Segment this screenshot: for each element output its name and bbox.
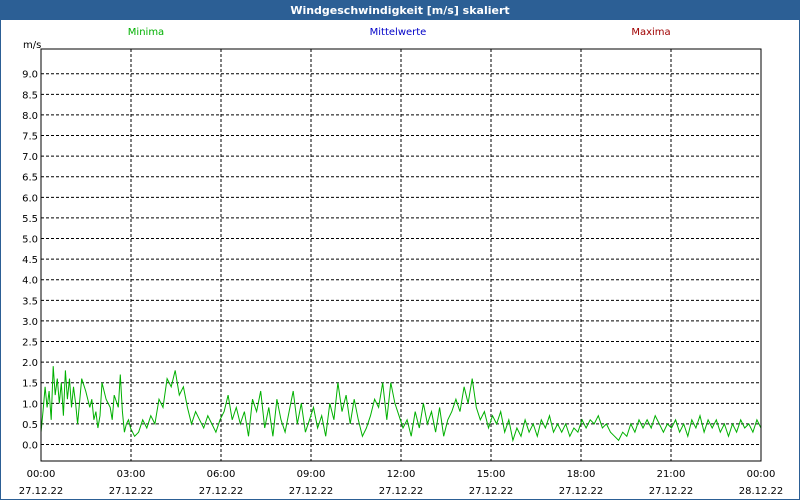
y-tick-label: 5.5 bbox=[22, 214, 38, 225]
y-tick-label: 8.0 bbox=[22, 111, 38, 122]
y-axis-unit: m/s bbox=[23, 40, 41, 51]
window-title: Windgeschwindigkeit [m/s] skaliert bbox=[1, 1, 799, 20]
x-tick-date: 27.12.22 bbox=[559, 486, 604, 497]
y-tick-label: 6.0 bbox=[22, 193, 38, 204]
y-tick-label: 1.0 bbox=[22, 399, 38, 410]
y-tick-label: 3.0 bbox=[22, 317, 38, 328]
wind-speed-chart: 0.0 0.5 1.0 1.5 2.0 2.5 3.0 3.5 4.0 4.5 5.0 5.5 6.0 6… bbox=[19, 27, 784, 497]
x-tick-date: 27.12.22 bbox=[289, 486, 334, 497]
series-group bbox=[40, 366, 762, 443]
y-tick-label: 0.0 bbox=[22, 441, 38, 452]
y-tick-label: 7.0 bbox=[22, 152, 38, 163]
x-tick-date: 27.12.22 bbox=[379, 486, 424, 497]
y-tick-label: 0.5 bbox=[22, 420, 38, 431]
x-tick-date: 27.12.22 bbox=[469, 486, 514, 497]
legend-minima: Minima bbox=[128, 27, 164, 38]
x-tick-time: 06:00 bbox=[207, 469, 236, 480]
y-tick-label: 1.5 bbox=[22, 379, 38, 390]
y-tick-label: 4.5 bbox=[22, 255, 38, 266]
x-tick-time: 03:00 bbox=[117, 469, 146, 480]
x-tick-time: 00:00 bbox=[747, 469, 776, 480]
x-tick-time: 21:00 bbox=[657, 469, 686, 480]
x-tick-date: 27.12.22 bbox=[109, 486, 154, 497]
y-tick-label: 2.5 bbox=[22, 338, 38, 349]
y-tick-label: 5.0 bbox=[22, 235, 38, 246]
y-tick-label: 2.0 bbox=[22, 358, 38, 369]
x-tick-time: 00:00 bbox=[27, 469, 56, 480]
grid bbox=[40, 49, 762, 461]
x-tick-date: 27.12.22 bbox=[19, 486, 64, 497]
legend-mittelwerte: Mittelwerte bbox=[370, 27, 427, 38]
x-tick-time: 12:00 bbox=[387, 469, 416, 480]
y-tick-label: 8.5 bbox=[22, 90, 38, 101]
y-tick-label: 4.0 bbox=[22, 276, 38, 287]
axes: 0.0 0.5 1.0 1.5 2.0 2.5 3.0 3.5 4.0 4.5 5.0 5.5 6.0 6… bbox=[19, 48, 784, 497]
x-tick-time: 09:00 bbox=[297, 469, 326, 480]
x-tick-time: 15:00 bbox=[477, 469, 506, 480]
x-tick-date: 27.12.22 bbox=[199, 486, 244, 497]
legend-maxima: Maxima bbox=[631, 27, 670, 38]
y-tick-label: 3.5 bbox=[22, 296, 38, 307]
series-line-minima bbox=[40, 366, 762, 443]
x-tick-date: 27.12.22 bbox=[649, 486, 694, 497]
y-tick-label: 9.0 bbox=[22, 70, 38, 81]
plot-border bbox=[40, 48, 762, 462]
y-tick-label: 7.5 bbox=[22, 132, 38, 143]
x-tick-date: 28.12.22 bbox=[739, 486, 784, 497]
y-tick-label: 6.5 bbox=[22, 173, 38, 184]
x-tick-time: 18:00 bbox=[567, 469, 596, 480]
